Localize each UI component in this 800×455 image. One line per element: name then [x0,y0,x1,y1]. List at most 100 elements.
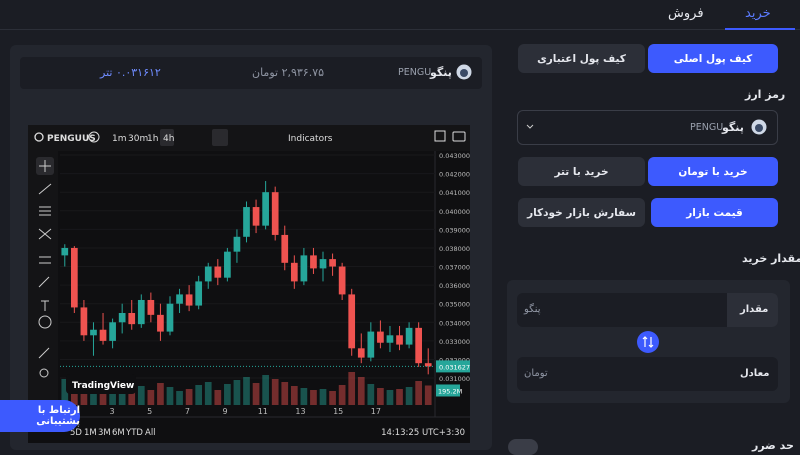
select-coin-symbol: PENGU [690,122,724,133]
top-bar [0,0,800,30]
candles [61,181,432,375]
market-order[interactable]: قیمت بازار [651,198,778,227]
search-icon[interactable] [34,132,44,142]
stop-loss-toggle[interactable] [508,439,538,455]
range[interactable]: 5D [70,428,82,438]
range[interactable]: 1M [84,428,97,438]
volume-bar [290,386,298,405]
swap-button[interactable] [637,331,659,353]
last-price-pill [436,360,470,373]
sell-tab[interactable]: فروش [668,6,704,21]
last-volume-pill [436,384,460,397]
currency-select[interactable] [517,110,778,145]
volume-bar [348,372,356,405]
range[interactable]: YTD [125,428,143,438]
candle-body [157,314,164,332]
equivalent-input[interactable] [517,357,778,391]
coin-icon [456,64,472,80]
pay-toman[interactable]: خرید با تومان [648,157,778,186]
candle-body [329,259,336,267]
volume-bar [262,375,269,405]
support-button[interactable]: ارتباط با پشتیبانی [0,400,80,432]
y-tick-label: 0.042000 [439,171,470,179]
candle-body [233,236,241,252]
volume-bar [185,389,193,405]
candle-body [99,329,107,341]
range[interactable]: All [145,428,156,438]
indicators[interactable]: Indicators [288,134,333,144]
auto-order[interactable]: سفارش بازار خودکار [518,198,645,227]
chevron [526,124,534,129]
y-tick-label: 0.034000 [439,319,470,327]
candle-body [70,247,78,308]
interval[interactable]: 30m [128,134,148,144]
volume-bar [204,382,212,405]
candle-body [271,192,279,235]
candle-body [252,207,260,226]
candle-type[interactable] [212,129,228,146]
volume-bar [424,385,432,405]
buy-tab[interactable]: خرید [745,6,771,21]
clock: 14:13:25 UTC+3:30 [381,428,465,438]
volume-bar [137,386,145,405]
credit-wallet[interactable]: کیف پول اعتباری [518,44,645,73]
volume-bar [118,385,126,405]
candle-body [377,331,384,343]
interval[interactable]: 1h [147,134,158,144]
volume-bar [233,380,241,405]
last-price: 0.031627 [439,363,470,371]
x-tick-label: 13 [295,407,305,416]
volume-bar [195,385,203,405]
main-wallet[interactable]: کیف پول اصلی [648,44,778,73]
volume-bar [415,381,423,405]
coin-name: پنگو [430,66,452,79]
equivalent-placeholder: تومان [524,368,548,379]
candle-body [262,192,269,226]
x-tick-label: 5 [147,407,152,416]
interval[interactable]: 1m [112,134,127,144]
interval[interactable]: 4h [163,134,174,144]
last-volume: 195.2M [438,387,462,395]
candle-body [147,299,155,315]
volume-bar [281,382,289,405]
candle-body [319,259,327,269]
pay-tether[interactable]: خرید با تتر [518,157,645,186]
y-tick-label: 0.035000 [439,301,470,309]
candle-body [281,234,289,263]
volume-bar [310,390,317,405]
volume-bar [166,387,174,405]
y-tick-label: 0.037000 [439,264,470,272]
camera-icon[interactable] [452,131,466,142]
x-tick-label: 3 [109,407,114,416]
volume-bar [243,377,250,405]
candle-body [224,251,231,278]
candle-body [348,294,356,349]
candle-body [118,312,126,323]
range[interactable]: 6M [112,428,125,438]
interval-active [160,129,174,146]
candle-body [90,329,97,336]
candle-body [424,363,432,367]
add-icon[interactable] [88,131,100,143]
volume-bar [271,379,279,405]
y-tick-label: 0.033000 [439,338,470,346]
brand: TradingView [72,381,134,391]
brand-badge [66,374,136,394]
y-tick-label: 0.036000 [439,282,470,290]
y-tick-label: 0.040000 [439,208,470,216]
ticker[interactable]: PENGUUS [47,134,96,144]
x-tick-label: 7 [185,407,190,416]
y-tick-label: 0.038000 [439,245,470,253]
candle-body [61,247,69,256]
candle-body [137,299,145,325]
amount-title: مقدار خرید [742,252,800,265]
price-toman: ۲,۹۳۶.۷۵ تومان [252,66,325,79]
candle-body [80,307,88,336]
x-tick-label: 11 [258,407,268,416]
candle-body [176,294,183,304]
range[interactable]: 3M [98,428,111,438]
popout-icon[interactable] [434,130,446,142]
amount-placeholder: پنگو [524,304,541,315]
x-tick-label: 17 [371,407,381,416]
